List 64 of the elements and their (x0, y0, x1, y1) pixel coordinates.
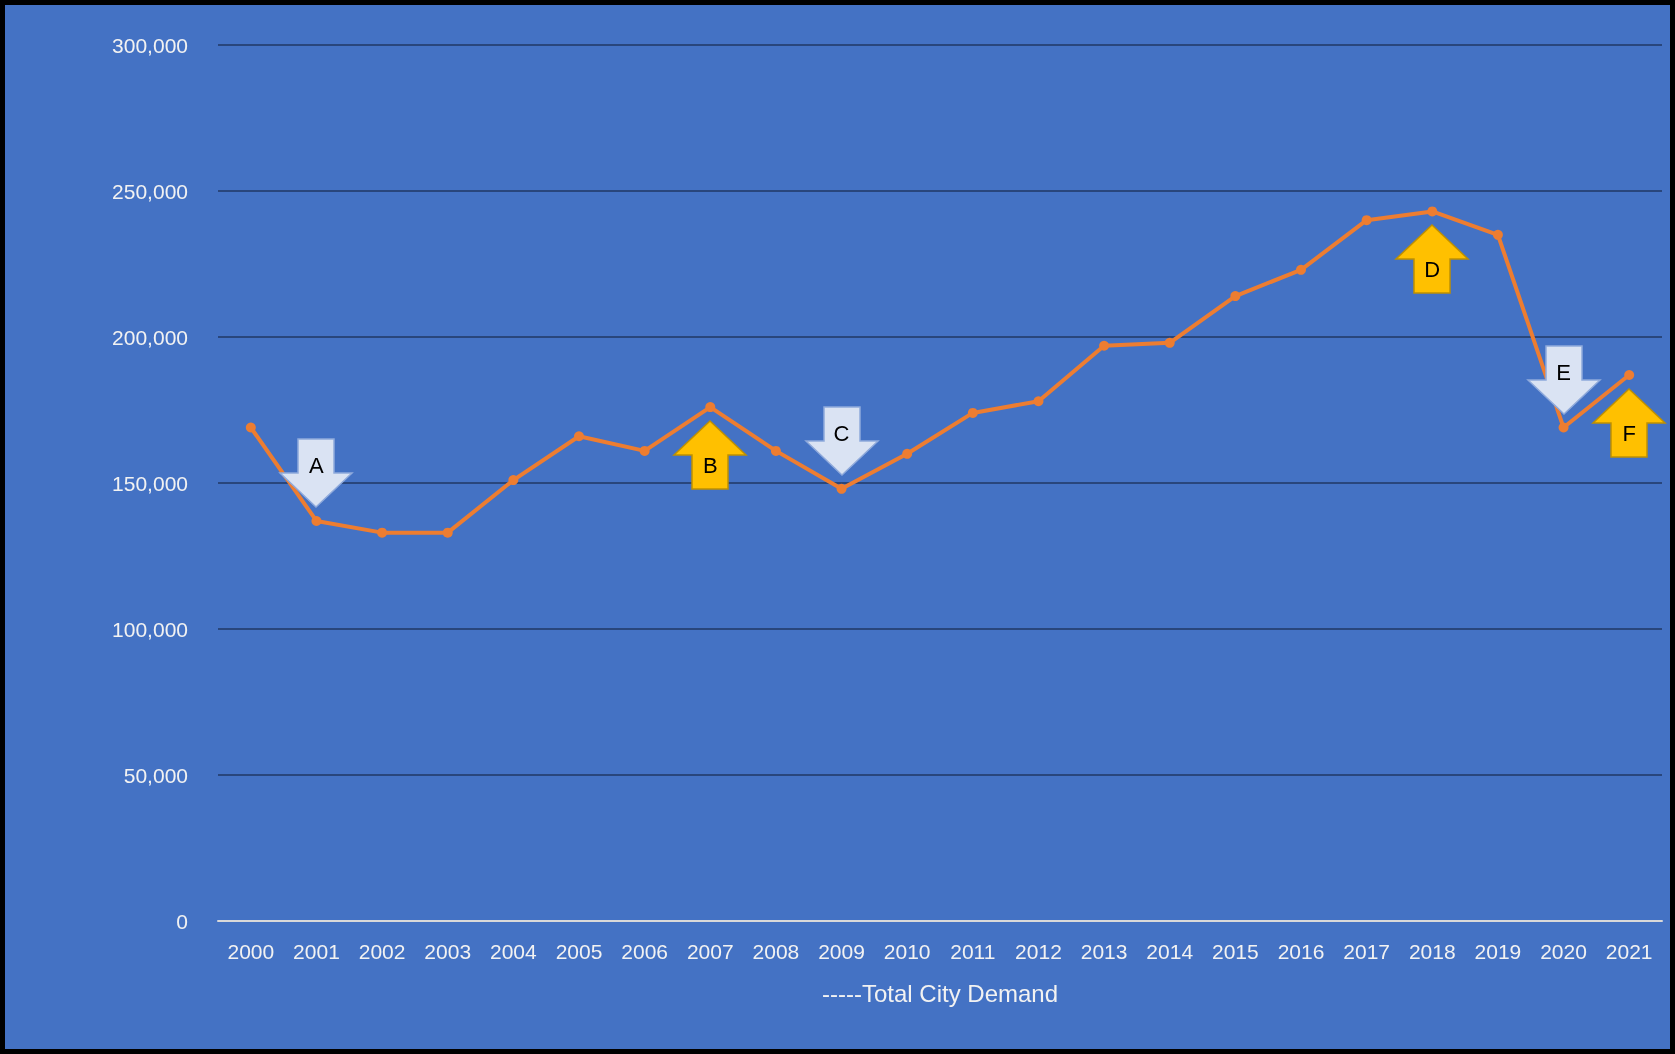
point (377, 527, 388, 538)
y-tick-label: 0 (176, 909, 188, 933)
annotation: E (1555, 359, 1572, 386)
x-tick-label: 2005 (555, 940, 603, 963)
x-tick-label: 2021 (1605, 940, 1653, 963)
point (1361, 215, 1372, 226)
point (1492, 229, 1503, 240)
point (705, 402, 716, 413)
x-tick-label: 2018 (1408, 940, 1456, 963)
x-tick-label: 2000 (227, 940, 275, 963)
annotation: C (832, 420, 851, 447)
x-tick-label: 2002 (358, 940, 406, 963)
point (1296, 264, 1306, 275)
x-tick-label: 2007 (686, 940, 734, 963)
x-tick-label: 2017 (1343, 940, 1390, 963)
point (245, 422, 256, 433)
x-tick-label: 2013 (1080, 940, 1128, 963)
x-tick-label: 2003 (424, 940, 472, 963)
point (639, 445, 650, 456)
point (836, 483, 847, 494)
y-tick-label: 200,000 (112, 325, 188, 349)
x-tick-label: 2009 (818, 940, 865, 963)
x-axis-title: -----Total City Demand (821, 979, 1059, 1007)
annotation: F (1621, 420, 1637, 447)
x-tick-label: 2011 (950, 940, 996, 963)
y-tick-label: 250,000 (112, 179, 188, 203)
x-tick-label: 2016 (1277, 940, 1325, 963)
point (1427, 206, 1438, 217)
x-tick-label: 2020 (1540, 940, 1587, 963)
arrow-icon: B (672, 419, 749, 492)
arrow-icon: F (1591, 386, 1668, 459)
point (770, 445, 781, 456)
x-tick-label: 2001 (293, 940, 340, 963)
y-tick-label: 300,000 (112, 33, 188, 57)
point (442, 527, 453, 538)
point (1099, 340, 1110, 351)
point (1164, 337, 1175, 348)
point (1230, 291, 1241, 302)
annotation: A (308, 452, 325, 479)
annotation: B (701, 453, 719, 480)
x-tick-label: 2004 (490, 940, 538, 963)
point (574, 431, 584, 442)
point (508, 475, 519, 486)
y-tick-label: 50,000 (123, 763, 188, 787)
point (1033, 396, 1044, 407)
arrow-icon: C (803, 404, 880, 477)
x-tick-label: 2012 (1015, 940, 1062, 963)
x-tick-label: 2015 (1212, 940, 1259, 963)
y-tick-label: 150,000 (112, 471, 188, 495)
arrow-icon: A (278, 436, 355, 509)
annotation: D (1423, 257, 1442, 284)
y-tick-label: 100,000 (112, 617, 188, 641)
point (1558, 422, 1569, 433)
x-tick-label: 2006 (621, 940, 668, 963)
x-tick-label: 2010 (883, 940, 931, 963)
x-tick-label: 2008 (752, 940, 800, 963)
point (1624, 369, 1635, 380)
point (311, 515, 322, 526)
arrow-icon: E (1525, 343, 1602, 416)
x-tick-label: 2014 (1146, 940, 1194, 963)
point (902, 448, 913, 459)
point (967, 407, 978, 418)
x-tick-label: 2019 (1474, 940, 1522, 963)
arrow-icon: D (1394, 223, 1471, 296)
